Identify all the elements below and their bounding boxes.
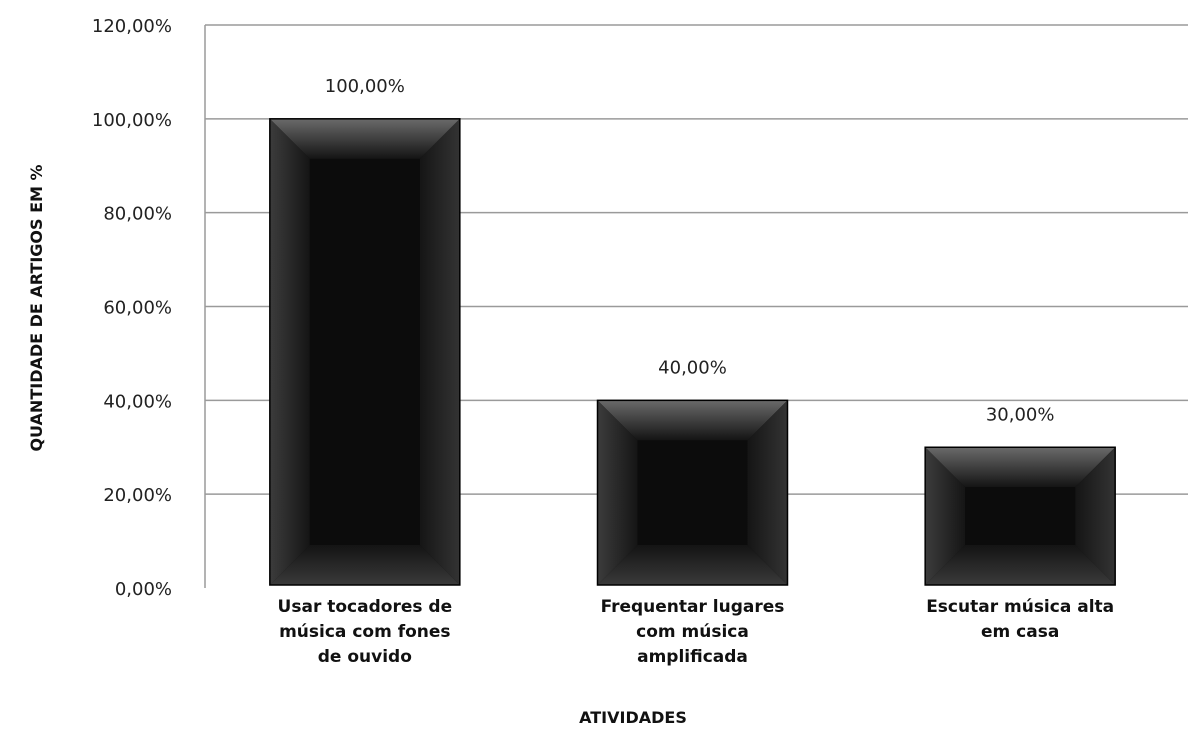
bar-outline (924, 446, 1116, 586)
x-category-label-line: em casa (981, 622, 1059, 642)
x-category-label-line: Usar tocadores de (278, 597, 453, 617)
bar-bevel-left (925, 447, 966, 585)
x-category-labels: Usar tocadores de música com fones de ouvi… (278, 597, 1115, 667)
bar-face (309, 158, 420, 546)
bar-bevel-top (925, 447, 1116, 488)
y-tick-label: 80,00% (103, 204, 172, 225)
y-tick-labels: 0,00% 20,00% 40,00% 60,00% 80,00% 100,00% 120,… (92, 16, 172, 600)
bar (596, 399, 789, 586)
data-label: 30,00% (986, 404, 1055, 425)
x-axis-title: ATIVIDADES (579, 708, 687, 727)
bar-bevel-bottom (269, 545, 460, 585)
x-category-label-line: com música (636, 622, 749, 642)
data-label: 40,00% (658, 357, 727, 378)
bar-bevel-right (1075, 447, 1116, 585)
bar-bevel-left (269, 118, 310, 585)
bar-bevel-bottom (597, 545, 788, 585)
bar (269, 118, 461, 586)
bar-bevel-right (747, 400, 788, 585)
x-category-label-line: amplificada (637, 647, 748, 667)
data-labels: 100,00% 40,00% 30,00% (325, 76, 1055, 425)
y-tick-label: 20,00% (103, 485, 172, 506)
y-tick-label: 120,00% (92, 16, 172, 37)
bar-bevel-top (269, 118, 460, 159)
bar-face (965, 487, 1076, 545)
y-tick-label: 100,00% (92, 110, 172, 131)
bars (269, 118, 1116, 586)
y-tick-label: 0,00% (115, 579, 172, 600)
y-tick-label: 60,00% (103, 298, 172, 319)
data-label: 100,00% (325, 76, 405, 97)
x-category-label-line: Frequentar lugares (601, 597, 785, 617)
y-tick-label: 40,00% (103, 391, 172, 412)
bar-bevel-bottom (925, 545, 1116, 585)
bar-bevel-left (597, 400, 638, 585)
x-category-label: Escutar música alta em casa (926, 597, 1114, 642)
bar-face (637, 440, 748, 545)
bar-bevel-right (419, 118, 460, 585)
x-category-label: Usar tocadores de música com fones de ouvi… (278, 597, 453, 667)
bar-bevel-top (597, 400, 788, 441)
x-category-label-line: de ouvido (318, 647, 412, 667)
x-category-label-line: Escutar música alta (926, 597, 1114, 617)
bar-outline (596, 399, 789, 586)
bar-outline (269, 118, 461, 586)
y-axis-title: QUANTIDADE DE ARTIGOS EM % (27, 164, 46, 451)
x-category-label: Frequentar lugares com música amplificada (601, 597, 785, 667)
bar (924, 446, 1116, 586)
x-category-label-line: música com fones (279, 622, 450, 642)
